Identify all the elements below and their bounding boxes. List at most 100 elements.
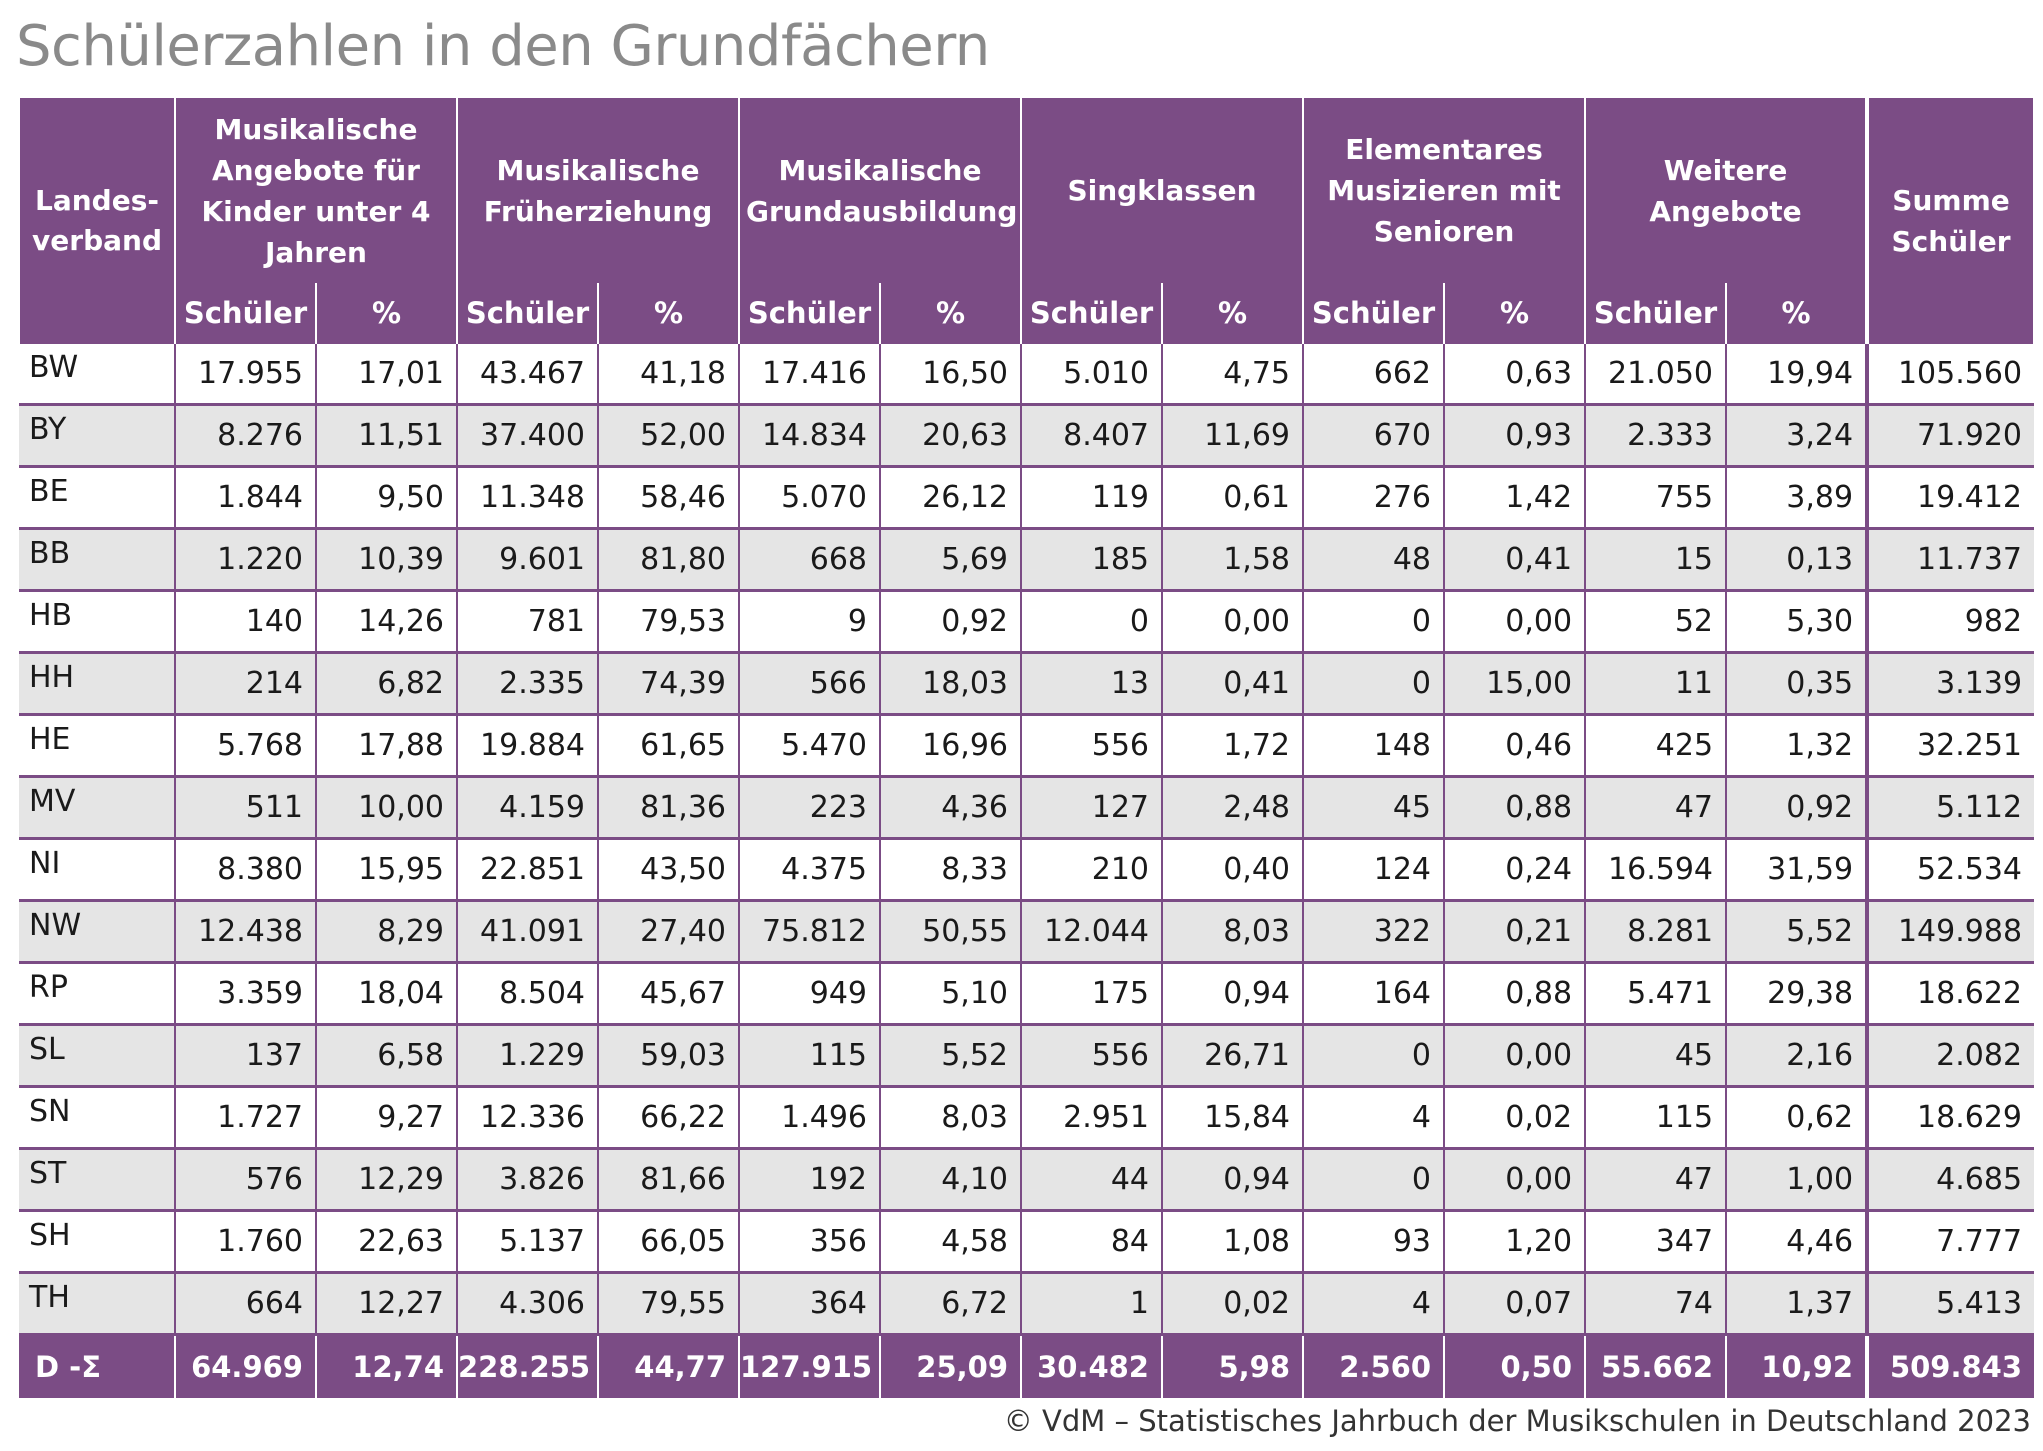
- landesverband-cell: HB: [19, 590, 176, 654]
- schueler-cell: 124: [1302, 838, 1446, 902]
- percent-cell: 0,02: [1160, 1272, 1305, 1336]
- landesverband-cell: MV: [19, 776, 176, 840]
- schueler-cell: 5.470: [738, 714, 881, 778]
- sum-cell: 11.737: [1865, 528, 2035, 592]
- percent-cell: 15,95: [315, 838, 458, 902]
- schueler-cell: 2.951: [1020, 1086, 1163, 1150]
- percent-cell: 5,69: [879, 528, 1022, 592]
- percent-cell: 1,72: [1160, 714, 1305, 778]
- schueler-cell: 662: [1302, 344, 1446, 406]
- schueler-cell: 140: [174, 590, 317, 654]
- landesverband-cell: SH: [19, 1210, 176, 1274]
- schueler-cell: 9.601: [456, 528, 599, 592]
- schueler-cell: 2.560: [1302, 1334, 1446, 1398]
- schueler-cell: 214: [174, 652, 317, 716]
- schueler-cell: 566: [738, 652, 881, 716]
- schueler-cell: 210: [1020, 838, 1163, 902]
- percent-cell: 20,63: [879, 404, 1022, 468]
- percent-cell: 0,41: [1443, 528, 1587, 592]
- percent-cell: 2,16: [1725, 1024, 1869, 1088]
- schueler-cell: 8.281: [1584, 900, 1728, 964]
- landesverband-cell: BE: [19, 466, 176, 530]
- percent-cell: 1,00: [1725, 1148, 1869, 1212]
- schueler-cell: 3.359: [174, 962, 317, 1026]
- percent-cell: 5,10: [879, 962, 1022, 1026]
- percent-cell: 11,51: [315, 404, 458, 468]
- sum-cell: 5.112: [1865, 776, 2035, 840]
- schueler-cell: 164: [1302, 962, 1446, 1026]
- schueler-cell: 4.375: [738, 838, 881, 902]
- sub-header-percent: %: [597, 283, 740, 344]
- sub-header-schueler: Schüler: [1302, 283, 1446, 344]
- schueler-cell: 4: [1302, 1086, 1446, 1150]
- percent-cell: 0,40: [1160, 838, 1305, 902]
- schueler-cell: 14.834: [738, 404, 881, 468]
- schueler-cell: 64.969: [174, 1334, 317, 1398]
- percent-cell: 11,69: [1160, 404, 1305, 468]
- schueler-cell: 75.812: [738, 900, 881, 964]
- schueler-cell: 9: [738, 590, 881, 654]
- schueler-cell: 347: [1584, 1210, 1728, 1274]
- schueler-cell: 45: [1584, 1024, 1728, 1088]
- table-row: SH 1.760 22,63 5.137 66,05 356 4,58 84 1,08 93 1,2…: [19, 1210, 2035, 1274]
- schueler-cell: 115: [738, 1024, 881, 1088]
- schueler-cell: 93: [1302, 1210, 1446, 1274]
- schueler-cell: 668: [738, 528, 881, 592]
- schueler-cell: 21.050: [1584, 344, 1728, 406]
- sum-cell: 2.082: [1865, 1024, 2035, 1088]
- schueler-cell: 511: [174, 776, 317, 840]
- percent-cell: 0,94: [1160, 962, 1305, 1026]
- percent-cell: 0,92: [1725, 776, 1869, 840]
- percent-cell: 1,20: [1443, 1210, 1587, 1274]
- landesverband-cell: HE: [19, 714, 176, 778]
- table-row: BY 8.276 11,51 37.400 52,00 14.834 20,63 8.407 1…: [19, 404, 2035, 468]
- percent-cell: 79,53: [597, 590, 740, 654]
- percent-cell: 10,00: [315, 776, 458, 840]
- sub-header-percent: %: [1160, 283, 1305, 344]
- schueler-cell: 43.467: [456, 344, 599, 406]
- percent-cell: 1,42: [1443, 466, 1587, 530]
- percent-cell: 81,66: [597, 1148, 740, 1212]
- landesverband-cell: NW: [19, 900, 176, 964]
- table-row: TH 664 12,27 4.306 79,55 364 6,72 1 0,02 4 0,07 74 1…: [19, 1272, 2035, 1336]
- group-header-under4: Musikalische Angebote für Kinder unter 4…: [174, 98, 458, 283]
- schueler-cell: 47: [1584, 776, 1728, 840]
- landesverband-cell: RP: [19, 962, 176, 1026]
- sum-cell: 7.777: [1865, 1210, 2035, 1274]
- sum-cell: 18.622: [1865, 962, 2035, 1026]
- percent-cell: 12,27: [315, 1272, 458, 1336]
- sum-cell: 149.988: [1865, 900, 2035, 964]
- percent-cell: 15,84: [1160, 1086, 1305, 1150]
- percent-cell: 26,12: [879, 466, 1022, 530]
- percent-cell: 1,58: [1160, 528, 1305, 592]
- percent-cell: 61,65: [597, 714, 740, 778]
- percent-cell: 45,67: [597, 962, 740, 1026]
- percent-cell: 5,52: [1725, 900, 1869, 964]
- schueler-cell: 1.727: [174, 1086, 317, 1150]
- sub-header-percent: %: [1725, 283, 1870, 344]
- schueler-cell: 11: [1584, 652, 1728, 716]
- schueler-cell: 755: [1584, 466, 1728, 530]
- percent-cell: 4,36: [879, 776, 1022, 840]
- schueler-cell: 30.482: [1020, 1334, 1163, 1398]
- percent-cell: 15,00: [1443, 652, 1587, 716]
- schueler-cell: 127: [1020, 776, 1163, 840]
- schueler-cell: 2.335: [456, 652, 599, 716]
- schueler-cell: 364: [738, 1272, 881, 1336]
- table-row: SN 1.727 9,27 12.336 66,22 1.496 8,03 2.951 15,8…: [19, 1086, 2035, 1150]
- percent-cell: 5,52: [879, 1024, 1022, 1088]
- schueler-cell: 0: [1302, 1148, 1446, 1212]
- schueler-cell: 13: [1020, 652, 1163, 716]
- sub-header-schueler: Schüler: [738, 283, 881, 344]
- percent-cell: 0,63: [1443, 344, 1587, 406]
- schueler-cell: 16.594: [1584, 838, 1728, 902]
- percent-cell: 79,55: [597, 1272, 740, 1336]
- sub-header-schueler: Schüler: [1020, 283, 1163, 344]
- percent-cell: 43,50: [597, 838, 740, 902]
- schueler-cell: 556: [1020, 714, 1163, 778]
- schueler-cell: 5.768: [174, 714, 317, 778]
- percent-cell: 5,98: [1160, 1334, 1305, 1398]
- sum-cell: 19.412: [1865, 466, 2035, 530]
- landesverband-cell: HH: [19, 652, 176, 716]
- total-row: D -Σ 64.969 12,74 228.255 44,77 127.915 25,09 3…: [19, 1334, 2035, 1398]
